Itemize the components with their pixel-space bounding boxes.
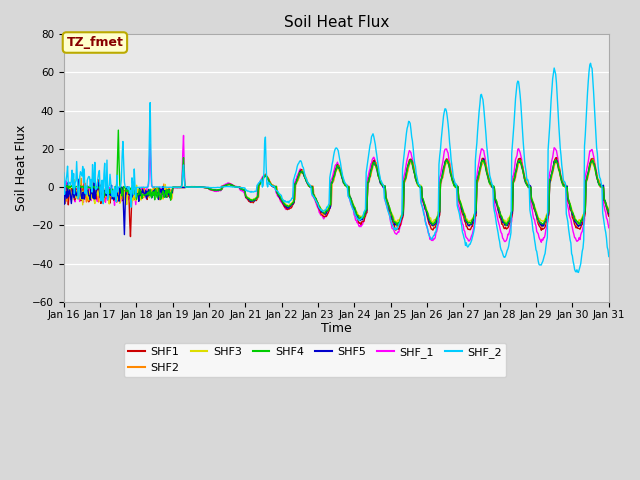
Line: SHF1: SHF1 <box>64 157 609 237</box>
SHF4 <box>115 127 122 133</box>
SHF2 <box>589 156 596 162</box>
SHF_1 <box>419 206 427 212</box>
SHF_1 <box>211 188 218 194</box>
SHF_2 <box>60 170 68 176</box>
SHF3 <box>605 207 612 213</box>
Line: SHF5: SHF5 <box>64 159 609 235</box>
SHF3 <box>60 187 68 193</box>
SHF_2 <box>210 185 218 191</box>
SHF4 <box>70 185 77 191</box>
SHF4 <box>60 185 68 191</box>
SHF4 <box>502 222 510 228</box>
SHF5 <box>480 156 488 162</box>
Line: SHF4: SHF4 <box>64 130 609 225</box>
SHF3 <box>126 189 134 195</box>
SHF3 <box>502 221 510 227</box>
SHF5 <box>60 184 68 190</box>
SHF5 <box>70 192 77 198</box>
Line: SHF2: SHF2 <box>64 159 609 228</box>
SHF_1 <box>403 156 411 162</box>
SHF4 <box>419 196 427 202</box>
SHF3 <box>181 184 189 190</box>
SHF5 <box>419 198 427 204</box>
SHF4 <box>127 185 134 191</box>
SHF_1 <box>70 190 77 196</box>
SHF1 <box>127 234 134 240</box>
SHF3 <box>588 158 596 164</box>
SHF5 <box>120 232 128 238</box>
Title: Soil Heat Flux: Soil Heat Flux <box>284 15 389 30</box>
SHF_2 <box>181 184 189 190</box>
SHF1 <box>403 166 411 171</box>
SHF5 <box>127 196 134 202</box>
SHF_1 <box>126 193 134 199</box>
SHF4 <box>605 209 612 215</box>
SHF2 <box>126 195 134 201</box>
SHF5 <box>403 167 411 173</box>
SHF2 <box>70 187 77 193</box>
SHF5 <box>182 184 189 190</box>
SHF3 <box>403 172 410 178</box>
SHF3 <box>210 187 218 192</box>
SHF1 <box>605 213 612 219</box>
SHF_2 <box>605 253 612 259</box>
SHF4 <box>211 187 218 193</box>
SHF_2 <box>419 204 426 210</box>
SHF1 <box>70 192 77 197</box>
Text: TZ_fmet: TZ_fmet <box>67 36 124 49</box>
SHF_1 <box>180 132 188 138</box>
SHF_2 <box>575 270 582 276</box>
SHF1 <box>182 184 189 190</box>
SHF2 <box>605 210 612 216</box>
Legend: SHF1, SHF2, SHF3, SHF4, SHF5, SHF_1, SHF_2: SHF1, SHF2, SHF3, SHF4, SHF5, SHF_1, SHF… <box>124 343 506 377</box>
SHF5 <box>605 211 612 216</box>
SHF1 <box>419 198 427 204</box>
SHF1 <box>126 218 134 224</box>
SHF_1 <box>182 184 189 190</box>
SHF_1 <box>605 225 612 230</box>
SHF1 <box>60 187 68 193</box>
SHF1 <box>552 155 560 160</box>
SHF4 <box>403 168 411 173</box>
SHF_2 <box>587 60 595 66</box>
SHF_2 <box>403 131 410 136</box>
Line: SHF_2: SHF_2 <box>64 63 609 273</box>
SHF3 <box>419 194 426 200</box>
SHF5 <box>211 187 218 193</box>
Y-axis label: Soil Heat Flux: Soil Heat Flux <box>15 125 28 211</box>
SHF3 <box>70 188 77 194</box>
Line: SHF_1: SHF_1 <box>64 135 609 242</box>
SHF2 <box>403 171 411 177</box>
SHF_2 <box>70 170 77 176</box>
SHF2 <box>419 199 427 205</box>
X-axis label: Time: Time <box>321 323 351 336</box>
SHF_1 <box>538 240 545 245</box>
SHF2 <box>181 184 189 190</box>
SHF_2 <box>126 190 134 196</box>
SHF4 <box>182 184 189 190</box>
SHF_1 <box>60 196 68 202</box>
SHF1 <box>211 188 218 193</box>
SHF2 <box>394 225 401 230</box>
SHF2 <box>210 187 218 193</box>
SHF2 <box>60 190 68 195</box>
Line: SHF3: SHF3 <box>64 161 609 224</box>
